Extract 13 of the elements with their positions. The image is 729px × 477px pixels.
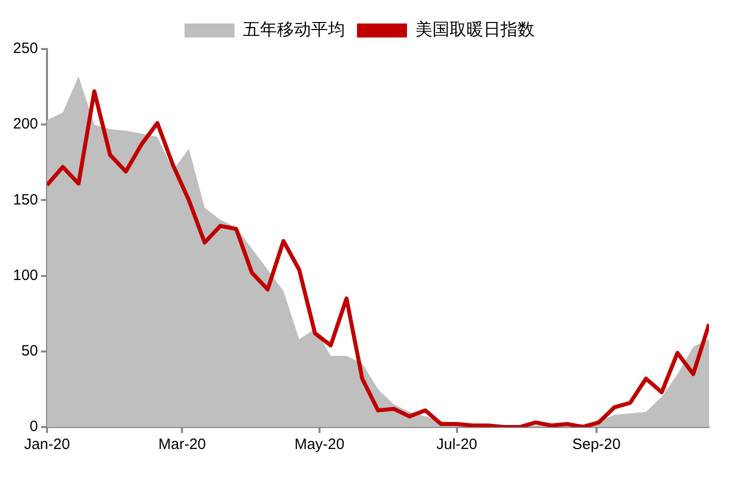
x-tick-label: Sep-20 — [572, 436, 621, 454]
x-tick-label: May-20 — [294, 436, 344, 454]
y-tick-label: 200 — [12, 116, 38, 133]
y-tick-label: 50 — [21, 342, 38, 360]
x-tick-label: Mar-20 — [158, 436, 206, 454]
y-tick-label: 100 — [12, 266, 38, 284]
y-tick-label: 150 — [12, 191, 38, 208]
x-tick-label: Jan-20 — [24, 436, 70, 454]
legend-label: 五年移动平均 — [243, 20, 345, 40]
y-tick-label: 0 — [30, 418, 38, 436]
x-tick-label: Jul-20 — [436, 436, 478, 454]
legend-label: 美国取暖日指数 — [416, 20, 534, 40]
y-tick-label: 250 — [12, 40, 38, 58]
